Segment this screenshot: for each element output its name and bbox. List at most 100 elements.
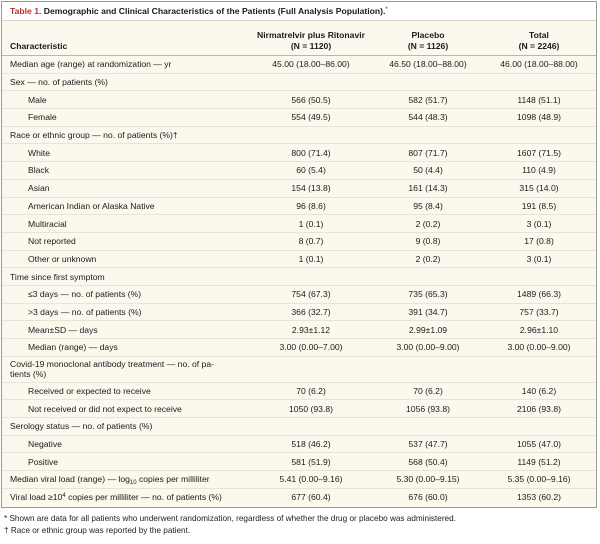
table-label: Table 1. <box>10 6 42 16</box>
row-label: Race or ethnic group — no. of patients (… <box>10 130 178 141</box>
cell-total: 1607 (71.5) <box>517 147 561 158</box>
cell-nirmatrelvir: 3.00 (0.00–7.00) <box>279 342 343 353</box>
cell-total: 3 (0.1) <box>526 218 552 229</box>
cell-nirmatrelvir: 1 (0.1) <box>298 218 324 229</box>
cell-placebo: 2 (0.2) <box>415 253 441 264</box>
cell-total: 191 (8.5) <box>521 200 557 211</box>
cell-nirmatrelvir: 754 (67.3) <box>291 289 331 300</box>
cell-nirmatrelvir: 566 (50.5) <box>291 94 331 105</box>
row-label: Median viral load (range) — log10 copies… <box>10 474 210 487</box>
row-label: Female <box>28 112 57 123</box>
cell-nirmatrelvir: 554 (49.5) <box>291 112 331 123</box>
cell-placebo: 46.50 (18.00–88.00) <box>389 59 467 70</box>
cell-total: 1055 (47.0) <box>517 439 561 450</box>
table-row: Female 554 (49.5) 544 (48.3) 1098 (48.9) <box>2 108 596 127</box>
row-label: Covid-19 monoclonal antibody treatment —… <box>10 359 214 380</box>
header-row: Characteristic Nirmatrelvir plus Ritonav… <box>2 21 596 56</box>
cell-placebo: 2 (0.2) <box>415 218 441 229</box>
table-row: Serology status — no. of patients (%) <box>2 417 596 436</box>
col-header-characteristic: Characteristic <box>2 21 248 56</box>
footnote-1: * Shown are data for all patients who un… <box>4 514 456 523</box>
cell-placebo: 50 (4.4) <box>413 165 443 176</box>
cell-total: 140 (6.2) <box>521 386 557 397</box>
cell-nirmatrelvir <box>248 73 374 91</box>
cell-nirmatrelvir: 5.41 (0.00–9.16) <box>279 474 343 485</box>
cell-placebo: 391 (34.7) <box>408 306 448 317</box>
cell-placebo: 582 (51.7) <box>408 94 448 105</box>
cell-placebo <box>374 126 482 144</box>
table-row: Negative 518 (46.2) 537 (47.7) 1055 (47.0) <box>2 435 596 453</box>
cell-total: 110 (4.9) <box>522 165 556 176</box>
cell-nirmatrelvir: 70 (6.2) <box>296 386 326 397</box>
row-label: Asian <box>28 183 50 194</box>
table-row: Race or ethnic group — no. of patients (… <box>2 126 596 144</box>
cell-placebo: 3.00 (0.00–9.00) <box>396 342 460 353</box>
cell-nirmatrelvir: 800 (71.4) <box>291 147 331 158</box>
cell-nirmatrelvir: 2.93±1.12 <box>291 324 331 335</box>
table-title: Table 1. Demographic and Clinical Charac… <box>2 2 596 21</box>
row-label: Median (range) — days <box>28 342 118 353</box>
table-row: Median viral load (range) — log10 copies… <box>2 470 596 489</box>
cell-total <box>482 356 596 382</box>
footnotes: * Shown are data for all patients who un… <box>4 513 598 537</box>
table-row: Positive 581 (51.9) 568 (50.4) 1149 (51.2) <box>2 452 596 471</box>
cell-nirmatrelvir <box>248 126 374 144</box>
cell-placebo: 70 (6.2) <box>413 386 443 397</box>
row-label: Black <box>28 165 50 176</box>
cell-total: 5.35 (0.00–9.16) <box>507 474 571 485</box>
cell-nirmatrelvir: 96 (8.6) <box>296 200 326 211</box>
title-footnote-mark: * <box>385 7 388 13</box>
row-label: Median age (range) at randomization — yr <box>10 59 172 70</box>
cell-total <box>482 268 596 286</box>
row-label: Negative <box>28 439 62 450</box>
table-row: Median (range) — days 3.00 (0.00–7.00) 3.0… <box>2 338 596 357</box>
row-label: Multiracial <box>28 218 67 229</box>
table-row: American Indian or Alaska Native 96 (8.6)… <box>2 197 596 215</box>
cell-placebo: 735 (65.3) <box>408 289 448 300</box>
cell-nirmatrelvir: 518 (46.2) <box>291 439 331 450</box>
col-header-nirmatrelvir: Nirmatrelvir plus Ritonavir (N = 1120) <box>248 21 374 56</box>
table-row: White 800 (71.4) 807 (71.7) 1607 (71.5) <box>2 143 596 162</box>
table-row: Not reported 8 (0.7) 9 (0.8) 17 (0.8) <box>2 232 596 250</box>
row-label: Sex — no. of patients (%) <box>10 77 108 88</box>
row-label: Received or expected to receive <box>28 386 151 397</box>
table-row: Male 566 (50.5) 582 (51.7) 1148 (51.1) <box>2 90 596 109</box>
cell-placebo: 568 (50.4) <box>408 456 448 467</box>
cell-placebo: 9 (0.8) <box>415 236 441 247</box>
cell-placebo: 544 (48.3) <box>408 112 448 123</box>
table-row: Multiracial 1 (0.1) 2 (0.2) 3 (0.1) <box>2 214 596 233</box>
row-label: ≤3 days — no. of patients (%) <box>28 289 142 300</box>
table-row: Received or expected to receive 70 (6.2) 7… <box>2 382 596 400</box>
cell-total: 2106 (93.8) <box>517 403 561 414</box>
cell-total <box>482 126 596 144</box>
table-row: Viral load ≥104 copies per milliliter — … <box>2 488 596 505</box>
table-row: Median age (range) at randomization — yr… <box>2 55 596 74</box>
cell-placebo <box>374 356 482 382</box>
cell-total: 757 (33.7) <box>519 306 559 317</box>
table-title-text: Demographic and Clinical Characteristics… <box>43 6 386 16</box>
cell-nirmatrelvir <box>248 418 374 436</box>
row-label: Serology status — no. of patients (%) <box>10 421 153 432</box>
cell-nirmatrelvir: 154 (13.8) <box>291 183 331 194</box>
row-label: Mean±SD — days <box>28 324 98 335</box>
row-label: >3 days — no. of patients (%) <box>28 306 142 317</box>
table-row: Covid-19 monoclonal antibody treatment —… <box>2 356 596 382</box>
cell-nirmatrelvir <box>248 268 374 286</box>
footnote-2: † Race or ethnic group was reported by t… <box>4 526 191 535</box>
cell-placebo: 676 (60.0) <box>408 492 448 503</box>
table-row: Time since first symptom <box>2 267 596 286</box>
table-container: Table 1. Demographic and Clinical Charac… <box>1 1 597 508</box>
cell-total: 1149 (51.2) <box>517 456 561 467</box>
row-label: Positive <box>28 456 59 467</box>
cell-placebo: 2.99±1.09 <box>408 324 448 335</box>
row-label: Not received or did not expect to receiv… <box>28 403 182 414</box>
cell-placebo <box>374 73 482 91</box>
table-row: >3 days — no. of patients (%) 366 (32.7) 3… <box>2 303 596 321</box>
cell-placebo: 537 (47.7) <box>408 439 448 450</box>
table-row: Other or unknown 1 (0.1) 2 (0.2) 3 (0.1) <box>2 250 596 268</box>
cell-nirmatrelvir: 677 (60.4) <box>291 492 331 503</box>
table-row: Sex — no. of patients (%) <box>2 73 596 91</box>
row-label: Male <box>28 94 47 105</box>
cell-total: 315 (14.0) <box>519 183 559 194</box>
cell-nirmatrelvir <box>248 356 374 382</box>
